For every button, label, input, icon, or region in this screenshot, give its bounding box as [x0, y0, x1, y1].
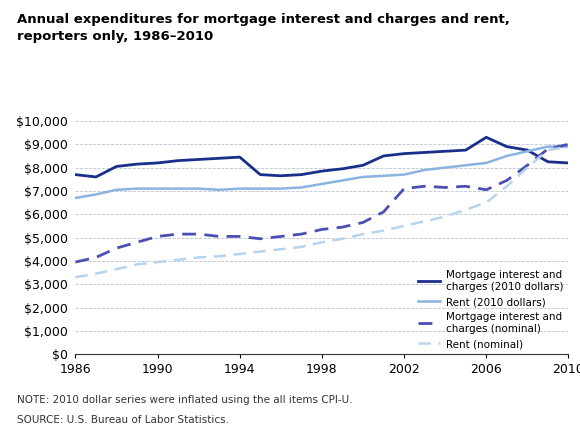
Legend: Mortgage interest and
charges (2010 dollars), Rent (2010 dollars), Mortgage inte: Mortgage interest and charges (2010 doll…: [418, 270, 563, 349]
Text: Annual expenditures for mortgage interest and charges and rent,
reporters only, : Annual expenditures for mortgage interes…: [17, 13, 510, 43]
Text: SOURCE: U.S. Bureau of Labor Statistics.: SOURCE: U.S. Bureau of Labor Statistics.: [17, 415, 230, 425]
Text: NOTE: 2010 dollar series were inflated using the all items CPI-U.: NOTE: 2010 dollar series were inflated u…: [17, 395, 353, 405]
